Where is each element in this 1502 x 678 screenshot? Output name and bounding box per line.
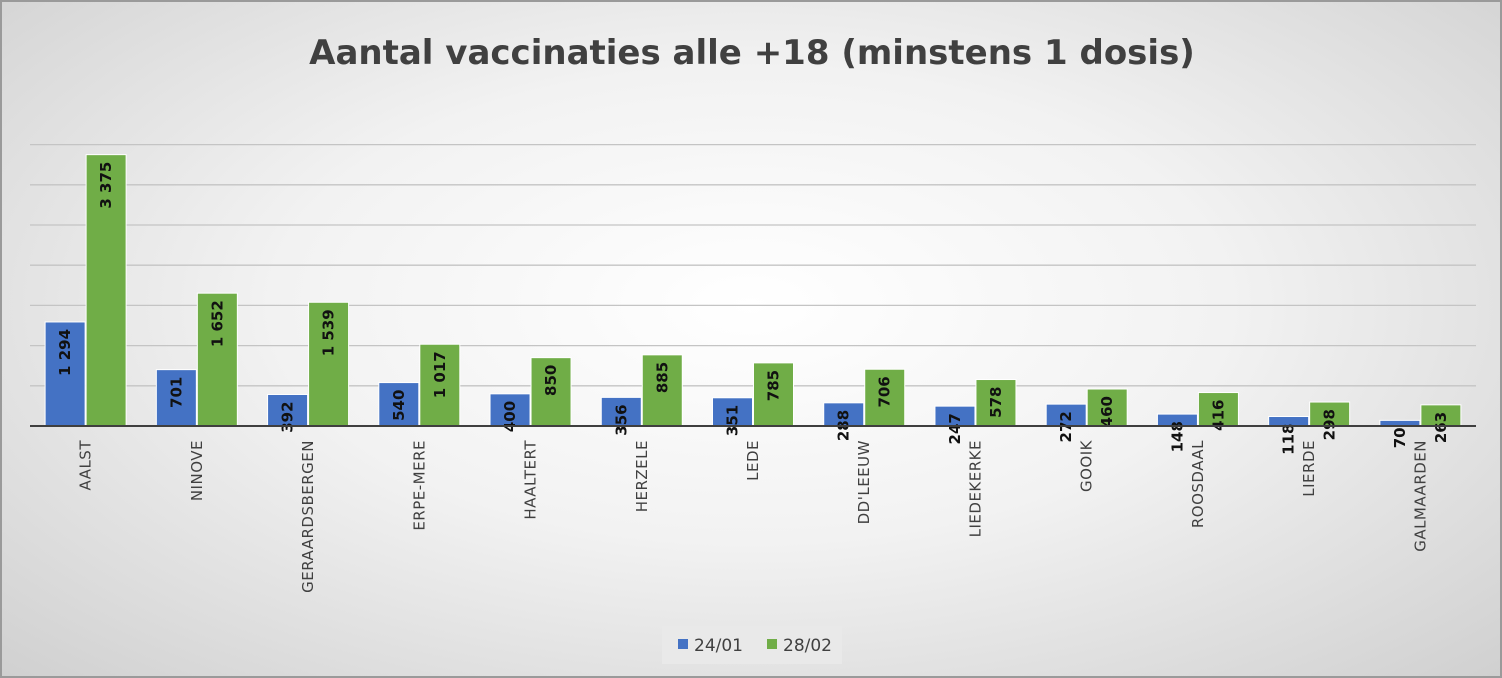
legend-background xyxy=(662,626,842,664)
bar-series2 xyxy=(864,368,906,427)
category-label: LIEDEKERKE xyxy=(966,440,984,537)
bar-series2 xyxy=(753,362,794,427)
bar-series1 xyxy=(155,369,197,427)
category-label: LIERDE xyxy=(1300,440,1318,497)
data-label: 298 xyxy=(1321,409,1339,440)
data-label: 351 xyxy=(724,405,742,436)
bar-series2 xyxy=(85,154,127,427)
data-label: 3 375 xyxy=(97,162,115,209)
category-label: HAALTERT xyxy=(522,440,540,520)
data-label: 70 xyxy=(1391,427,1409,448)
data-label: 356 xyxy=(612,404,630,435)
legend-swatch xyxy=(767,639,777,649)
data-labels: 1 294 3 375 701 1 652 392 1 539 540 1 017 400 850… xyxy=(56,162,1450,455)
legend-label: 28/02 xyxy=(783,636,832,656)
data-label: 540 xyxy=(390,390,408,421)
data-label: 706 xyxy=(876,376,894,407)
bar-series1 xyxy=(378,382,420,427)
data-label: 263 xyxy=(1432,412,1450,443)
data-label: 148 xyxy=(1168,421,1186,452)
data-label: 416 xyxy=(1209,400,1227,431)
category-label: GERAARDSBERGEN xyxy=(299,440,317,593)
data-label: 578 xyxy=(987,387,1005,418)
category-label: NINOVE xyxy=(188,440,206,501)
data-label: 1 017 xyxy=(431,351,449,398)
data-label: 1 652 xyxy=(208,300,226,347)
legend: 24/01 28/02 xyxy=(662,626,842,664)
bars xyxy=(44,154,1462,427)
data-label: 118 xyxy=(1280,424,1298,455)
category-label: GOOIK xyxy=(1078,439,1096,492)
chart-title: Aantal vaccinaties alle +18 (minstens 1 … xyxy=(309,33,1195,73)
bar-series2 xyxy=(641,354,683,427)
bar-series1 xyxy=(267,393,309,427)
category-label: ROOSDAAL xyxy=(1189,440,1207,528)
category-label: GALMAARDEN xyxy=(1411,440,1429,552)
category-label: AALST xyxy=(77,440,95,491)
data-label: 785 xyxy=(765,370,783,401)
bar-series2 xyxy=(308,301,350,427)
data-label: 1 294 xyxy=(56,329,74,376)
bar-series2 xyxy=(530,357,572,427)
data-label: 247 xyxy=(946,413,964,444)
bar-series2 xyxy=(196,292,238,427)
bar-series2 xyxy=(975,379,1017,427)
category-label: HERZELE xyxy=(633,440,651,512)
data-label: 392 xyxy=(279,401,297,432)
legend-swatch xyxy=(678,639,688,649)
bar-series1 xyxy=(600,396,642,427)
category-label: DD'LEEUW xyxy=(855,440,873,524)
legend-label: 24/01 xyxy=(694,636,743,656)
category-label: ERPE-MERE xyxy=(410,440,428,531)
data-label: 701 xyxy=(167,377,185,408)
gridlines xyxy=(30,143,1476,387)
category-labels: AALST NINOVE GERAARDSBERGEN ERPE-MERE HAALTE… xyxy=(77,439,1430,593)
data-label: 460 xyxy=(1098,396,1116,427)
category-label: LEDE xyxy=(744,440,762,481)
data-label: 850 xyxy=(542,365,560,396)
data-label: 1 539 xyxy=(320,309,338,356)
bar-series2 xyxy=(1086,388,1128,427)
bar-series2 xyxy=(419,343,461,427)
data-label: 400 xyxy=(501,401,519,432)
data-label: 885 xyxy=(653,362,671,393)
